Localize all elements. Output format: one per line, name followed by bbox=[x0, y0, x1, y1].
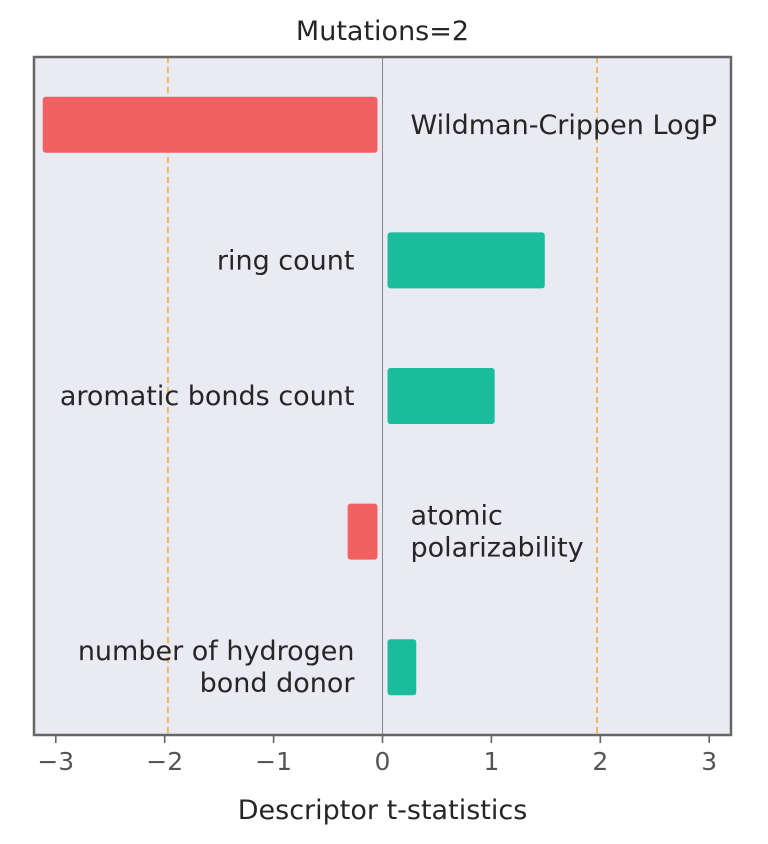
bar-category-label: number of hydrogen bond donor bbox=[78, 636, 356, 699]
bar bbox=[387, 639, 417, 696]
bar-category-label-line: atomic bbox=[411, 501, 503, 532]
x-tick-label: −2 bbox=[146, 747, 183, 776]
x-tick-label: 1 bbox=[483, 747, 499, 776]
bar bbox=[42, 96, 378, 153]
x-axis-label: Descriptor t-statistics bbox=[238, 795, 528, 826]
bar-category-label: atomic polarizability bbox=[411, 501, 584, 564]
bar-category-label-line: bond donor bbox=[200, 668, 356, 699]
bar bbox=[347, 503, 378, 560]
bar-category-label-line: number of hydrogen bbox=[78, 636, 355, 667]
bar-category-label-line: aromatic bonds count bbox=[60, 381, 355, 412]
x-tick-label: 2 bbox=[592, 747, 608, 776]
bar-category-label: Wildman-Crippen LogP bbox=[411, 110, 718, 141]
bar-category-label: ring count bbox=[217, 245, 355, 276]
bar-labels: Wildman-Crippen LogP ring count aromatic b… bbox=[60, 110, 717, 699]
bar-category-label-line: Wildman-Crippen LogP bbox=[411, 110, 718, 141]
chart-title: Mutations=2 bbox=[296, 16, 469, 47]
bar-category-label-line: polarizability bbox=[411, 533, 584, 564]
bar-category-label: aromatic bonds count bbox=[60, 381, 355, 412]
bar bbox=[387, 232, 545, 289]
x-tick-label: −3 bbox=[37, 747, 74, 776]
threshold-lines bbox=[167, 57, 598, 735]
x-axis-ticks: −3 −2 −1 0 1 2 3 bbox=[37, 735, 717, 776]
x-tick-label: 3 bbox=[701, 747, 717, 776]
bar bbox=[387, 368, 495, 424]
bar-category-label-line: ring count bbox=[217, 245, 355, 276]
x-tick-label: 0 bbox=[375, 747, 391, 776]
x-tick-label: −1 bbox=[255, 747, 292, 776]
bars bbox=[42, 96, 545, 696]
